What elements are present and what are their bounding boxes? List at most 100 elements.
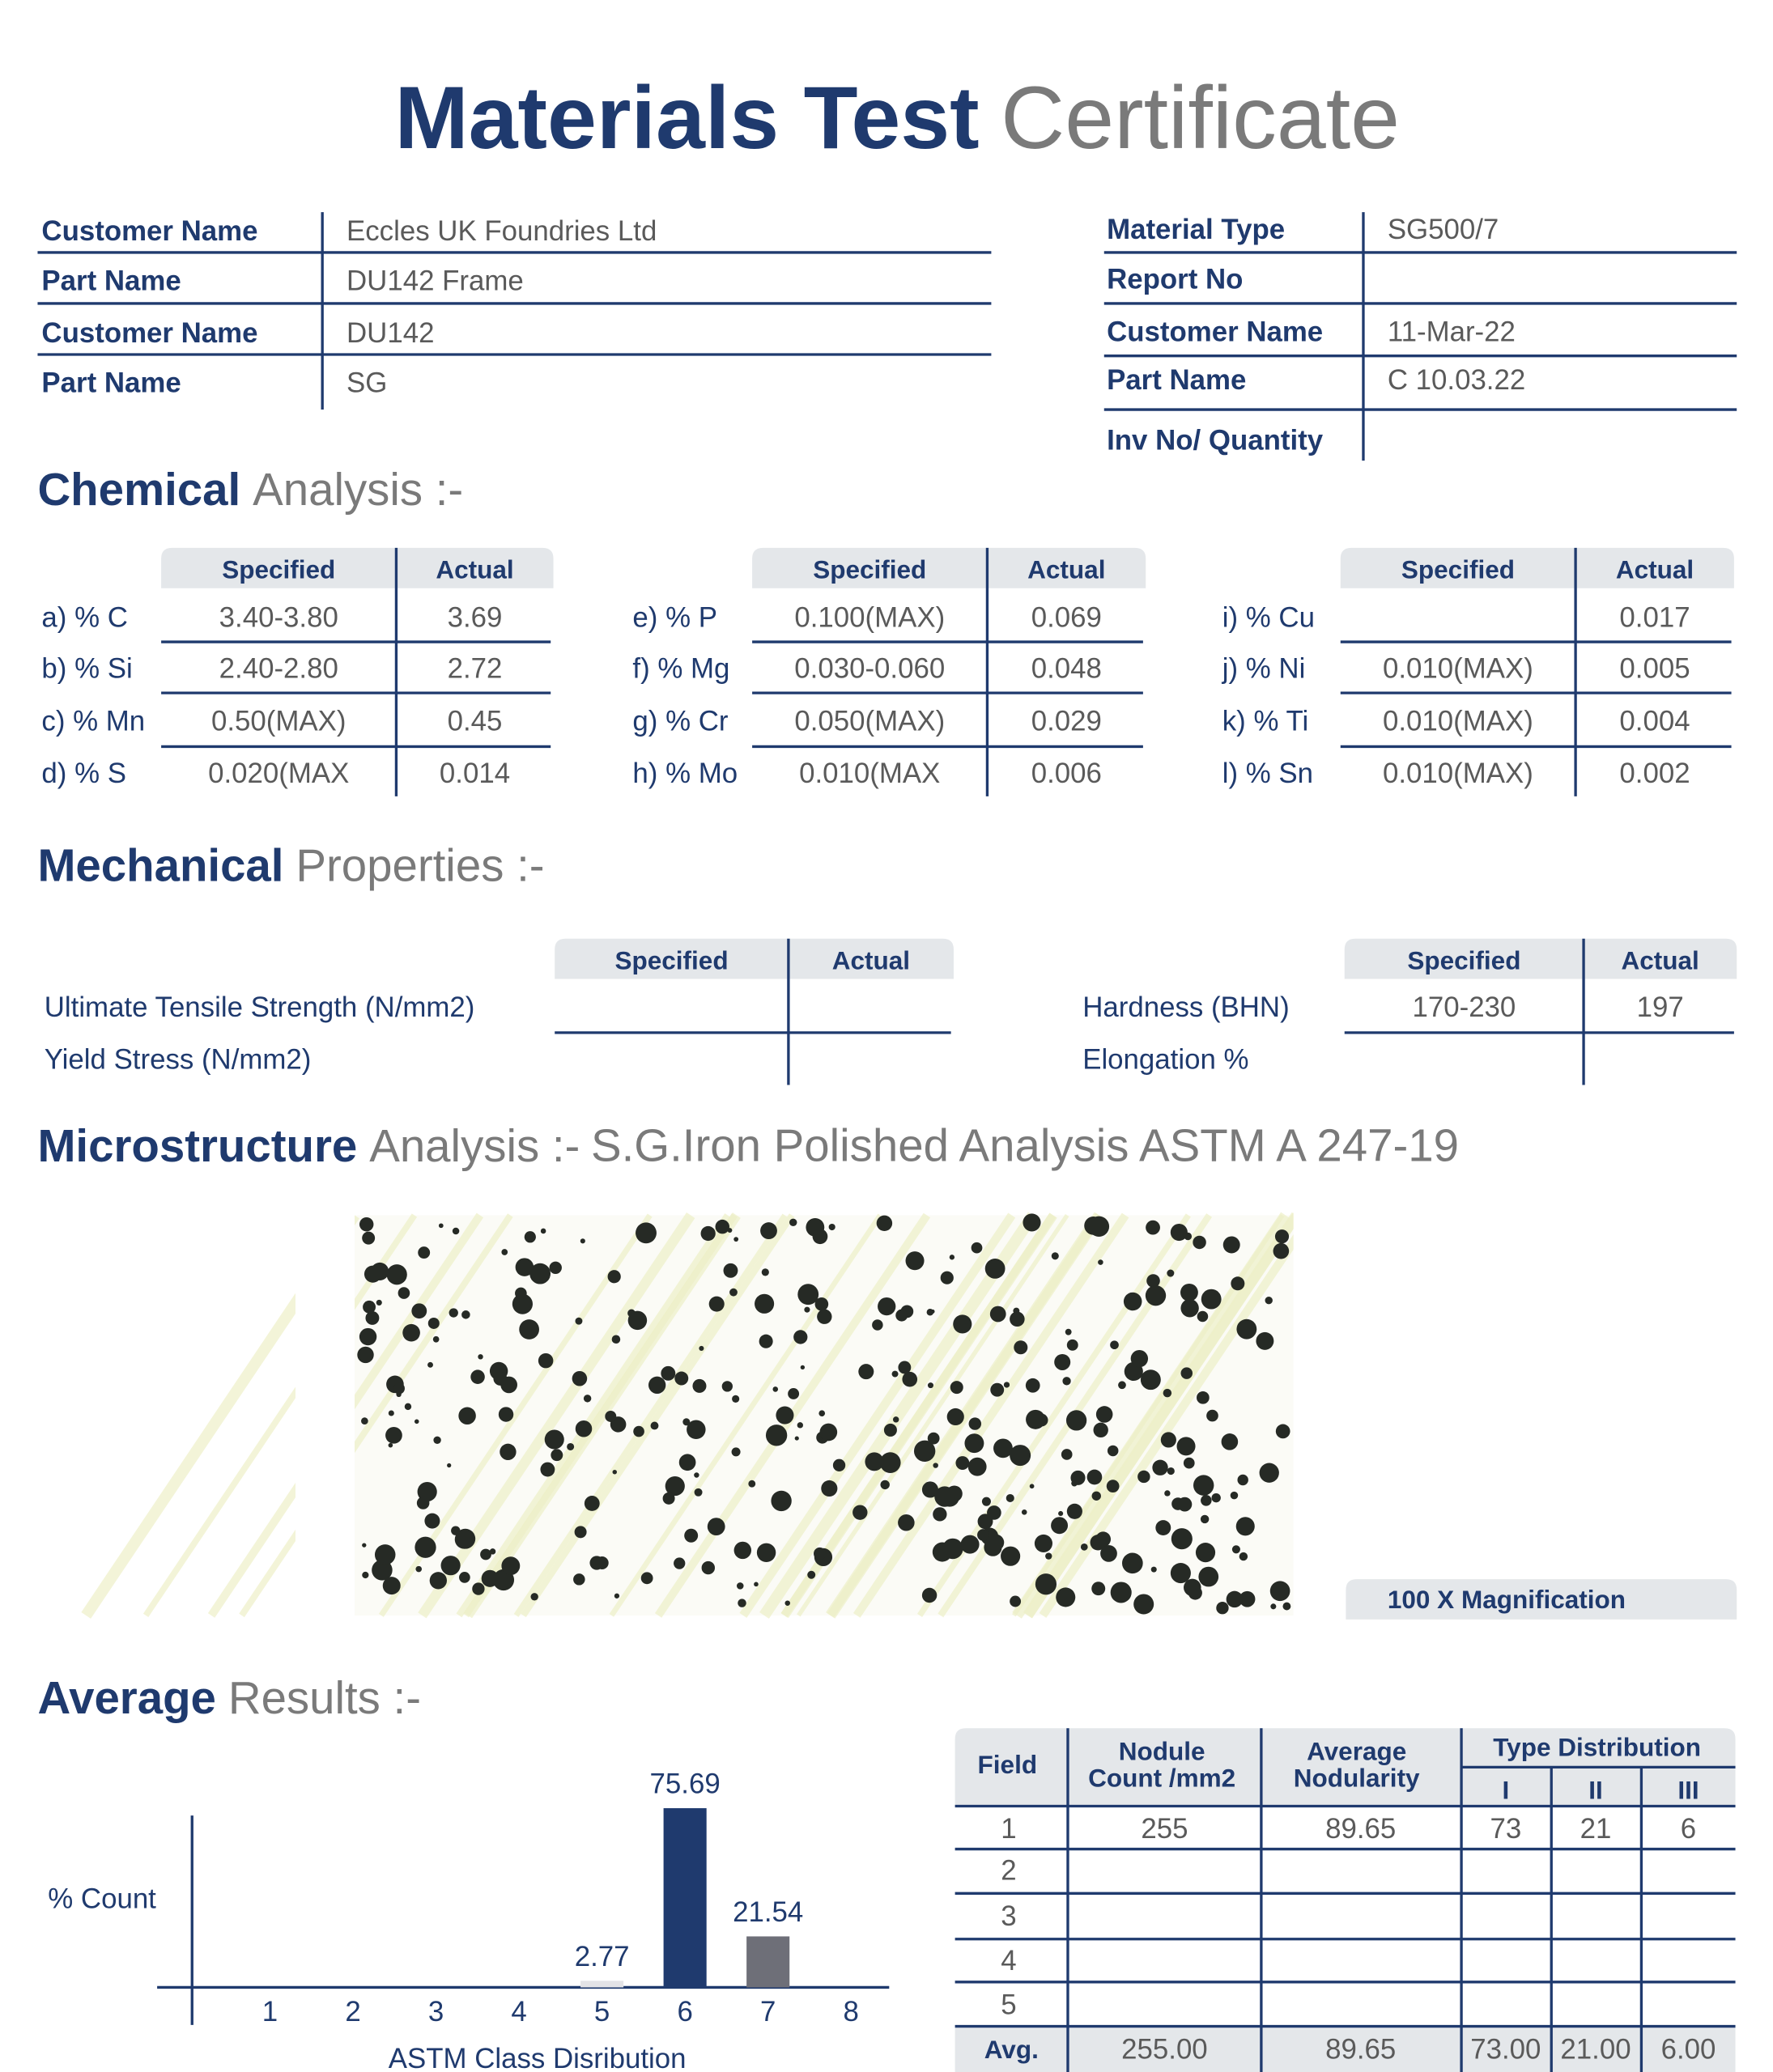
micrograph-streak (463, 1213, 738, 1618)
nodule (1058, 1510, 1064, 1517)
actual-value: 0.048 (1031, 653, 1102, 685)
nodule (1035, 1573, 1057, 1595)
nodule (887, 1463, 895, 1471)
nodule (927, 1382, 933, 1389)
nodule (1197, 1310, 1209, 1323)
nodule (478, 1354, 483, 1360)
nodule (828, 1223, 835, 1231)
nodule (800, 1365, 806, 1370)
nodule (784, 1600, 790, 1606)
nodule (417, 1482, 437, 1502)
nodule (1167, 1269, 1175, 1277)
micrograph-streak (456, 1213, 731, 1618)
nodule (732, 1395, 740, 1403)
column-header: Specified (222, 554, 335, 584)
nodule (1239, 1590, 1256, 1607)
x-tick-label: 1 (262, 1996, 278, 2027)
micrograph-mask (1293, 1208, 1348, 1625)
micrograph-streak (1024, 1212, 1301, 1619)
nodule (788, 1388, 800, 1399)
nodule (694, 1472, 699, 1478)
actual-value: 0.004 (1619, 705, 1690, 737)
nodule (1152, 1459, 1168, 1475)
nodule (1122, 1552, 1143, 1574)
actual-value: 0.45 (448, 705, 503, 737)
nodule (1198, 1566, 1219, 1587)
nodule (364, 1265, 382, 1283)
nodule (879, 1452, 901, 1473)
nodule (612, 1469, 618, 1475)
nodule (1193, 1235, 1206, 1250)
nodule (1003, 1382, 1010, 1388)
nodule (1273, 1242, 1290, 1259)
nodule (701, 1560, 715, 1575)
nodule (415, 1536, 436, 1558)
nodule (540, 1462, 555, 1477)
nodule (480, 1548, 491, 1560)
nodule (1013, 1307, 1020, 1314)
nodule (627, 1310, 648, 1331)
nodule (858, 1364, 874, 1380)
nodule (1118, 1381, 1126, 1390)
micrograph-streak (521, 1213, 795, 1618)
info-value: 11-Mar-22 (1388, 316, 1516, 347)
nodule (1146, 1220, 1160, 1235)
nodule (682, 1418, 691, 1426)
nodule (1221, 1433, 1239, 1450)
column-header: Nodule (1119, 1736, 1205, 1765)
nodule (953, 1314, 972, 1334)
nodule (374, 1544, 396, 1565)
nodule (1091, 1491, 1101, 1501)
nodule (955, 1456, 970, 1470)
element-label: k) % Ti (1222, 705, 1308, 737)
nodule (1188, 1586, 1202, 1600)
nodule (1110, 1582, 1132, 1603)
micrograph-streak (759, 1212, 1038, 1619)
nodule (1176, 1437, 1196, 1456)
nodule (715, 1219, 729, 1234)
table-header-bg (161, 547, 554, 588)
nodule (765, 1424, 788, 1446)
nodule (989, 1306, 1006, 1323)
nodule (1051, 1517, 1069, 1535)
element-label: g) % Cr (632, 705, 728, 737)
nodule (359, 1217, 374, 1232)
section-heading: Average Results :- (37, 1672, 421, 1723)
nodule (905, 1251, 925, 1271)
nodule (1023, 1213, 1041, 1232)
nodule (876, 1215, 893, 1232)
nodule (1066, 1339, 1078, 1351)
nodule (650, 1421, 659, 1430)
nodule (776, 1406, 794, 1424)
nodule (519, 1319, 539, 1340)
actual-value: 0.029 (1031, 705, 1102, 737)
element-label: l) % Sn (1222, 758, 1313, 789)
nodule (1201, 1289, 1222, 1310)
specified-value: 0.010(MAX) (1383, 653, 1533, 685)
nodule (981, 1497, 991, 1506)
cell: 89.65 (1325, 1813, 1396, 1845)
nodule (1180, 1283, 1198, 1301)
nodule (708, 1296, 725, 1312)
property-label: Elongation % (1082, 1044, 1248, 1076)
nodule (427, 1317, 440, 1329)
micrograph-mask (296, 1208, 355, 1625)
value-label: 75.69 (650, 1768, 721, 1800)
nodule (1170, 1562, 1191, 1584)
nodule (551, 1449, 563, 1462)
actual-value: 197 (1637, 991, 1684, 1023)
nodule (1086, 1469, 1103, 1485)
nodule (832, 1458, 846, 1471)
nodule (432, 1335, 440, 1343)
nodule (404, 1403, 412, 1411)
bar (580, 1981, 624, 1988)
nodule (1171, 1528, 1193, 1550)
nodule (1269, 1581, 1290, 1602)
specified-value: 0.050(MAX) (794, 705, 945, 737)
nodule (1061, 1449, 1073, 1460)
x-tick-label: 6 (677, 1996, 692, 2027)
property-label: Yield Stress (N/mm2) (45, 1044, 312, 1076)
nodule (665, 1475, 685, 1497)
specified-value: 0.010(MAX) (1383, 705, 1533, 737)
nodule (1231, 1276, 1245, 1291)
